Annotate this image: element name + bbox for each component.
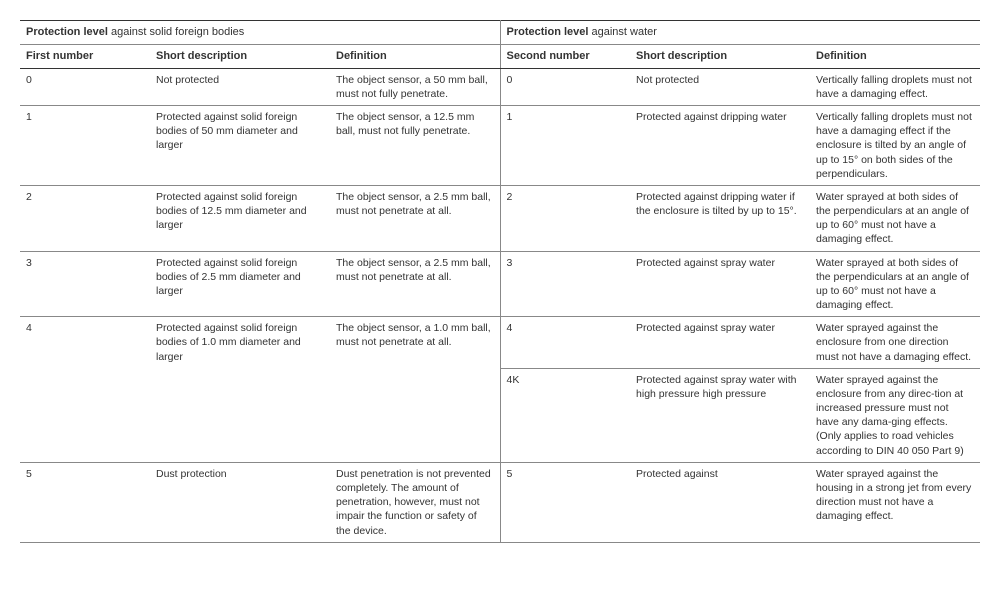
table-row: 5Dust protectionDust penetration is not … <box>20 462 980 542</box>
cell-left-def: The object sensor, a 1.0 mm ball, must n… <box>330 317 500 369</box>
col-first-number: First number <box>20 44 150 68</box>
cell-first-number: 3 <box>20 251 150 317</box>
table-row: 4KProtected against spray water with hig… <box>20 368 980 462</box>
right-title-rest: against water <box>588 26 656 38</box>
left-title-bold: Protection level <box>26 26 108 38</box>
cell-first-number: 0 <box>20 68 150 105</box>
left-title-rest: against solid foreign bodies <box>108 26 244 38</box>
cell-second-number: 0 <box>500 68 630 105</box>
table-row: 1Protected against solid foreign bodies … <box>20 106 980 186</box>
ip-rating-table: Protection level against solid foreign b… <box>20 20 980 543</box>
cell-right-short: Protected against dripping water if the … <box>630 185 810 251</box>
cell-right-short: Protected against spray water <box>630 251 810 317</box>
cell-left-short: Protected against solid foreign bodies o… <box>150 251 330 317</box>
cell-right-short: Protected against spray water <box>630 317 810 369</box>
table-body: 0Not protectedThe object sensor, a 50 mm… <box>20 68 980 542</box>
cell-left-def: The object sensor, a 12.5 mm ball, must … <box>330 106 500 186</box>
cell-right-short: Not protected <box>630 68 810 105</box>
cell-second-number: 3 <box>500 251 630 317</box>
cell-right-def: Water sprayed at both sides of the perpe… <box>810 251 980 317</box>
cell-first-number: 5 <box>20 462 150 542</box>
cell-first-number: 1 <box>20 106 150 186</box>
cell-second-number: 5 <box>500 462 630 542</box>
column-header-row: First number Short description Definitio… <box>20 44 980 68</box>
table-row: 4Protected against solid foreign bodies … <box>20 317 980 369</box>
col-second-number: Second number <box>500 44 630 68</box>
col-left-short: Short description <box>150 44 330 68</box>
right-section-title: Protection level against water <box>500 21 980 45</box>
cell-right-short: Protected against <box>630 462 810 542</box>
table-row: 2Protected against solid foreign bodies … <box>20 185 980 251</box>
cell-second-number: 2 <box>500 185 630 251</box>
section-header-row: Protection level against solid foreign b… <box>20 21 980 45</box>
cell-first-number: 4 <box>20 317 150 369</box>
cell-left-short: Protected against solid foreign bodies o… <box>150 317 330 369</box>
cell-left-def: The object sensor, a 2.5 mm ball, must n… <box>330 251 500 317</box>
col-right-short: Short description <box>630 44 810 68</box>
cell-left-def: Dust penetration is not prevented comple… <box>330 462 500 542</box>
cell-left-short: Not protected <box>150 68 330 105</box>
cell-second-number: 4K <box>500 368 630 462</box>
cell-left-def <box>330 368 500 462</box>
cell-left-def: The object sensor, a 50 mm ball, must no… <box>330 68 500 105</box>
cell-second-number: 4 <box>500 317 630 369</box>
cell-first-number <box>20 368 150 462</box>
cell-right-short: Protected against dripping water <box>630 106 810 186</box>
table-row: 0Not protectedThe object sensor, a 50 mm… <box>20 68 980 105</box>
cell-left-short: Protected against solid foreign bodies o… <box>150 106 330 186</box>
cell-left-short <box>150 368 330 462</box>
cell-right-short: Protected against spray water with high … <box>630 368 810 462</box>
cell-right-def: Water sprayed at both sides of the perpe… <box>810 185 980 251</box>
cell-left-def: The object sensor, a 2.5 mm ball, must n… <box>330 185 500 251</box>
cell-right-def: Water sprayed against the housing in a s… <box>810 462 980 542</box>
cell-left-short: Protected against solid foreign bodies o… <box>150 185 330 251</box>
col-left-definition: Definition <box>330 44 500 68</box>
cell-right-def: Vertically falling droplets must not hav… <box>810 106 980 186</box>
left-section-title: Protection level against solid foreign b… <box>20 21 500 45</box>
cell-right-def: Water sprayed against the enclosure from… <box>810 317 980 369</box>
cell-second-number: 1 <box>500 106 630 186</box>
cell-right-def: Water sprayed against the enclosure from… <box>810 368 980 462</box>
cell-left-short: Dust protection <box>150 462 330 542</box>
right-title-bold: Protection level <box>507 26 589 38</box>
cell-first-number: 2 <box>20 185 150 251</box>
cell-right-def: Vertically falling droplets must not hav… <box>810 68 980 105</box>
col-right-definition: Definition <box>810 44 980 68</box>
table-row: 3Protected against solid foreign bodies … <box>20 251 980 317</box>
